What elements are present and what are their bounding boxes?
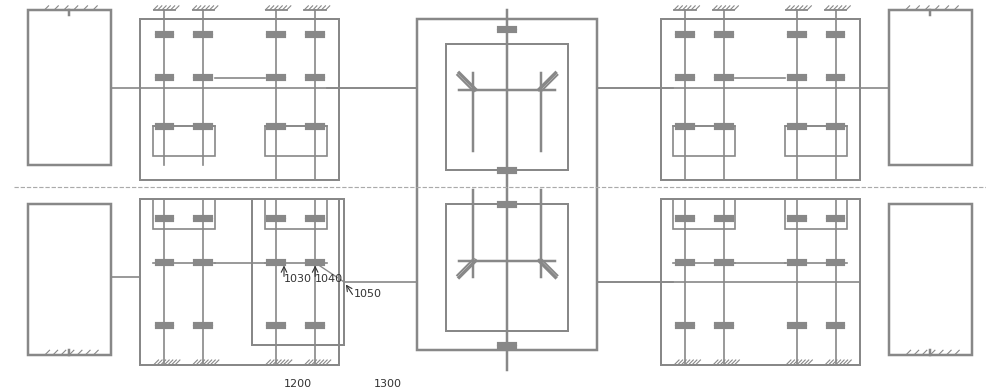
Bar [446,44,568,170]
Bar [265,199,327,229]
Bar [673,199,735,229]
Bar [153,199,215,229]
Bar [661,19,860,180]
Bar [28,10,111,165]
Bar [417,19,597,350]
Bar [785,199,847,229]
Bar [785,127,847,156]
Bar [265,127,327,156]
Bar [661,199,860,365]
Bar [673,127,735,156]
Bar [252,199,344,345]
Bar [889,10,972,165]
Text: 1030: 1030 [284,274,312,284]
Bar [446,204,568,331]
Text: 1200: 1200 [284,379,312,387]
Text: 1040: 1040 [315,274,343,284]
Bar [140,19,339,180]
Bar [889,204,972,355]
Text: 1050: 1050 [354,289,382,299]
Text: 1300: 1300 [374,379,402,387]
Bar [28,204,111,355]
Bar [140,199,339,365]
Bar [153,127,215,156]
